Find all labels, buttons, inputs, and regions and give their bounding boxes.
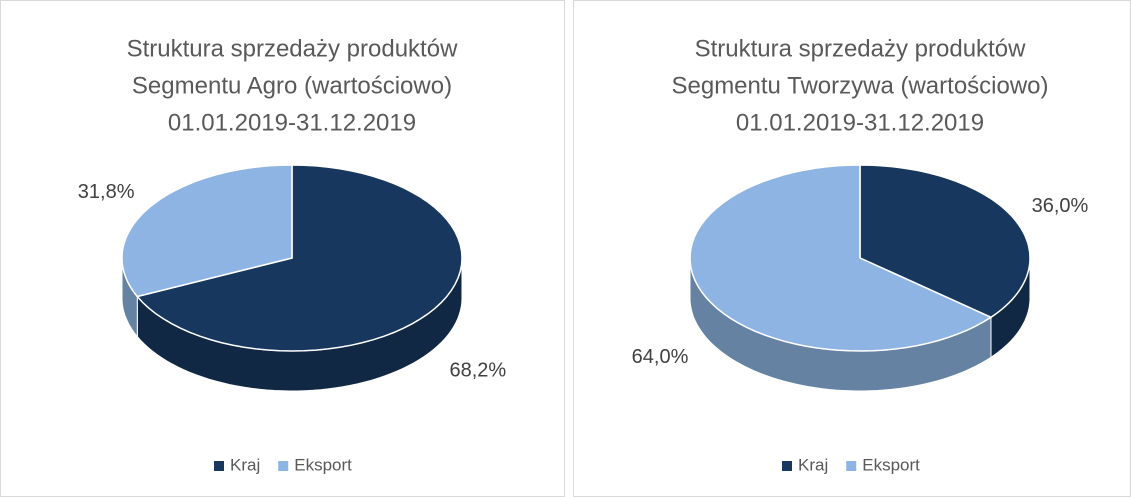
pie-slice (135, 164, 463, 352)
pie-slice (121, 164, 293, 298)
chart-title: Segmentu Tworzywa (wartościowo) (671, 72, 1048, 99)
chart-title: 01.01.2019-31.12.2019 (736, 109, 984, 136)
pie-slice (859, 164, 1031, 319)
legend-label: Kraj (230, 455, 260, 474)
data-label: 31,8% (78, 181, 135, 203)
chart-title: 01.01.2019-31.12.2019 (168, 109, 416, 136)
legend-swatch (846, 461, 857, 471)
legend-label: Eksport (294, 455, 352, 474)
legend-swatch (782, 461, 792, 471)
legend-label: Kraj (798, 455, 828, 474)
pie-slice (689, 164, 993, 352)
data-label: 68,2% (449, 360, 506, 382)
chart-title: Struktura sprzedaży produktów (695, 35, 1026, 62)
data-label: 64,0% (632, 346, 689, 368)
chart-title: Struktura sprzedaży produktów (127, 35, 458, 62)
chart-title: Segmentu Agro (wartościowo) (132, 72, 452, 99)
legend-swatch (278, 461, 289, 471)
legend-label: Eksport (862, 455, 920, 474)
data-label: 36,0% (1032, 195, 1089, 217)
legend-swatch (214, 461, 224, 471)
